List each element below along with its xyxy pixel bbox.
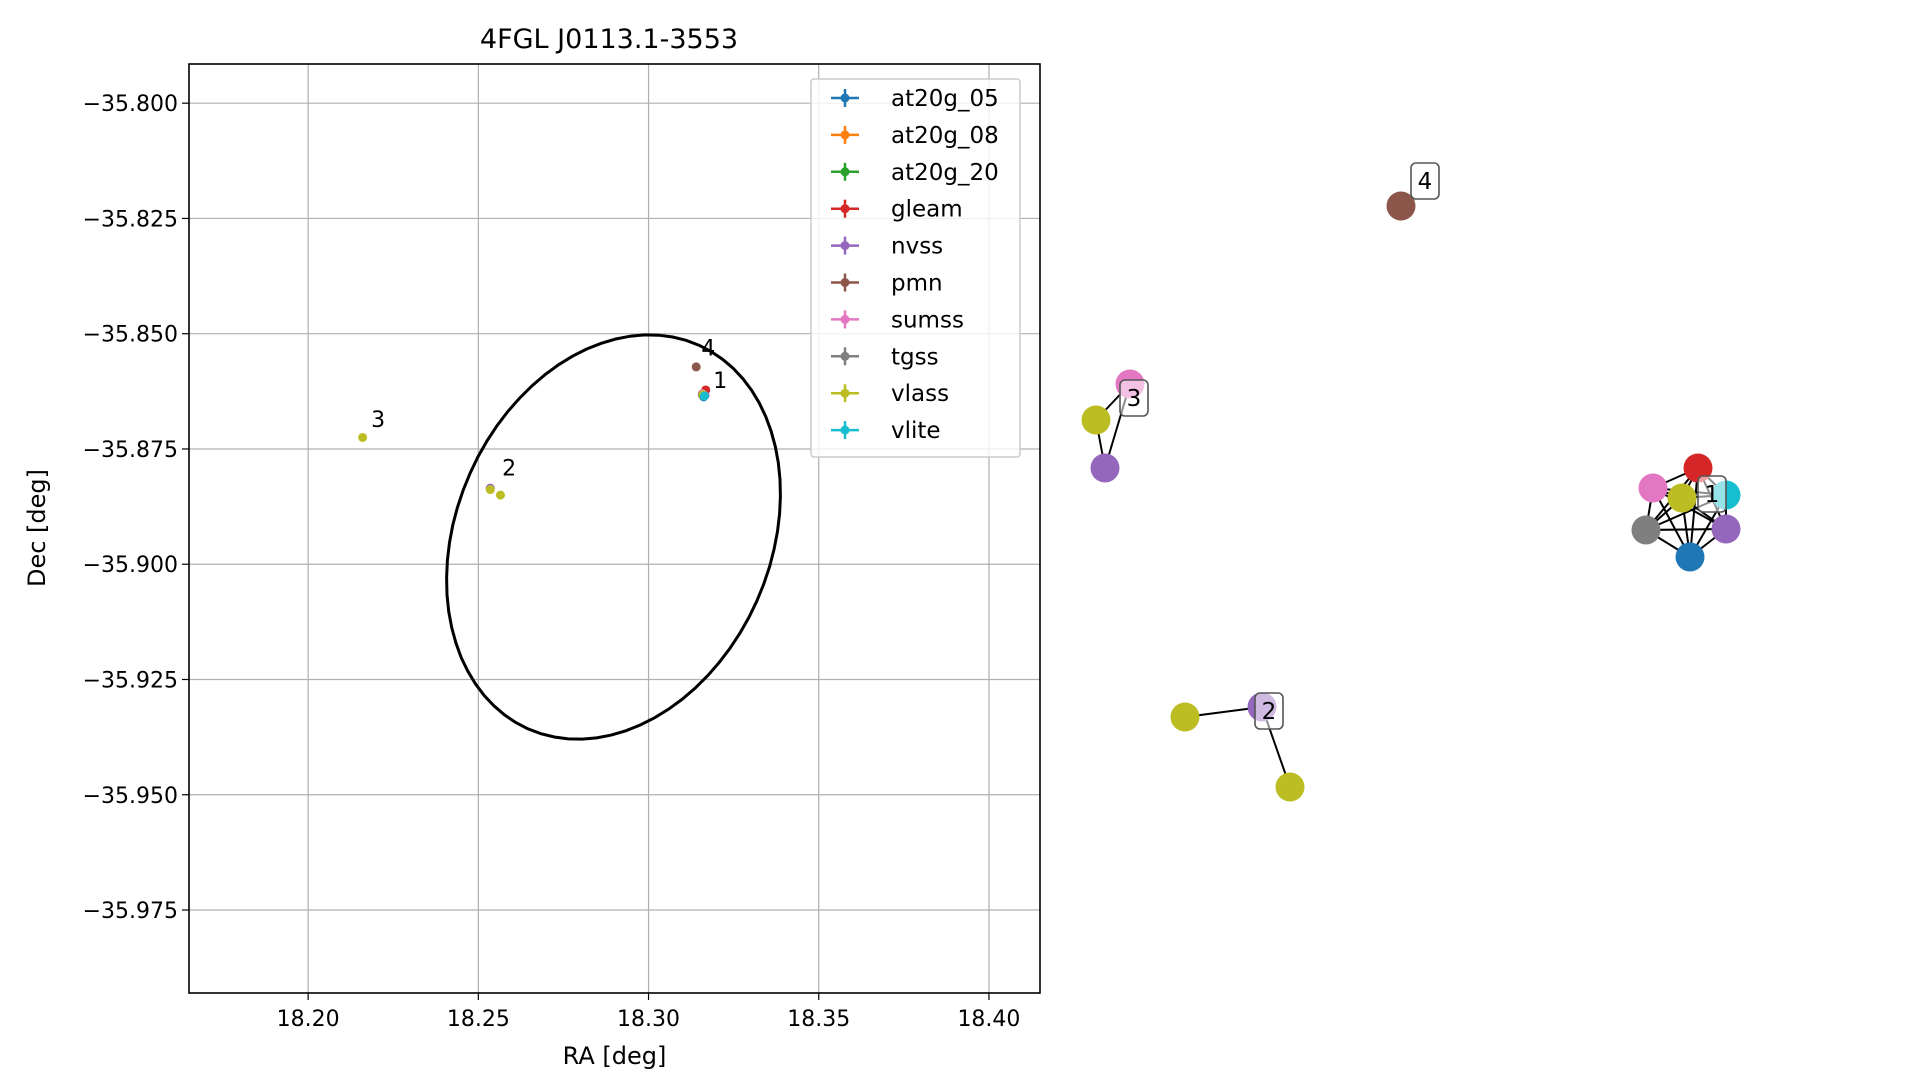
network-label-box bbox=[1410, 162, 1440, 200]
source-labels: 1 2 3 4 bbox=[371, 337, 727, 482]
legend-label: sumss bbox=[891, 307, 964, 333]
network-node-c1-at20g bbox=[1675, 542, 1705, 572]
marker bbox=[691, 362, 701, 372]
legend-entry-vlite: vlite bbox=[831, 418, 941, 444]
network-node-c1-vlass bbox=[1667, 483, 1697, 513]
legend-label: vlass bbox=[891, 381, 949, 407]
network-node-c1-tgss bbox=[1631, 515, 1661, 545]
legend-marker bbox=[840, 167, 850, 177]
legend-entry-at20g_20: at20g_20 bbox=[831, 160, 999, 186]
legend-label: at20g_08 bbox=[891, 123, 999, 149]
network-label-text: 4 bbox=[1418, 169, 1433, 195]
crossmatch-network: 1 2 3 4 bbox=[1081, 162, 1741, 802]
legend-marker bbox=[840, 204, 850, 214]
network-label-box bbox=[1119, 379, 1149, 417]
sky-position-chart: 4FGL J0113.1-3553 18.20 18.25 18.30 18.35 18… bbox=[23, 24, 1041, 1070]
legend-entry-gleam: gleam bbox=[831, 197, 963, 223]
data-point-vlass bbox=[485, 485, 495, 495]
network-labels: 1 2 3 4 bbox=[1119, 162, 1727, 730]
x-tick-label: 18.25 bbox=[447, 1007, 510, 1032]
network-label-2: 2 bbox=[1254, 692, 1284, 730]
network-label-box bbox=[1697, 475, 1727, 513]
legend-marker bbox=[840, 425, 850, 435]
network-node-c3-vlass bbox=[1081, 405, 1111, 435]
legend-label: tgss bbox=[891, 344, 939, 370]
y-tick-label: −35.925 bbox=[83, 668, 178, 693]
network-edge bbox=[1689, 467, 1699, 558]
source-label-4: 4 bbox=[701, 337, 715, 362]
data-point-vlass bbox=[495, 490, 505, 500]
y-tick-label: −35.825 bbox=[83, 207, 178, 232]
legend-label: pmn bbox=[891, 271, 943, 297]
y-tick-label: −35.950 bbox=[83, 784, 178, 809]
legend-marker bbox=[840, 241, 850, 251]
legend-entry-at20g_05: at20g_05 bbox=[831, 86, 999, 112]
y-tick-label: −35.800 bbox=[83, 92, 178, 117]
legend-label: at20g_05 bbox=[891, 86, 999, 112]
plot-frame bbox=[188, 63, 1041, 994]
localization-ellipse bbox=[445, 333, 782, 741]
network-node-c3-nvss bbox=[1090, 453, 1120, 483]
legend-label: nvss bbox=[891, 234, 943, 260]
legend-label: at20g_20 bbox=[891, 160, 999, 186]
legend-label: vlite bbox=[891, 418, 941, 444]
legend-entry-sumss: sumss bbox=[831, 307, 964, 333]
y-tick-label: −35.900 bbox=[83, 553, 178, 578]
y-axis-label: Dec [deg] bbox=[23, 469, 51, 587]
network-node-c4-pmn bbox=[1386, 191, 1416, 221]
x-tick-label: 18.30 bbox=[617, 1007, 680, 1032]
legend-entry-pmn: pmn bbox=[831, 271, 943, 297]
y-tick-label: −35.875 bbox=[83, 438, 178, 463]
x-tick-label: 18.20 bbox=[277, 1007, 340, 1032]
network-node-c2-vlass-b bbox=[1275, 772, 1305, 802]
legend-marker bbox=[840, 278, 850, 287]
network-node-c2-vlass-a bbox=[1170, 702, 1200, 732]
source-label-2: 2 bbox=[502, 456, 516, 481]
network-label-text: 2 bbox=[1262, 699, 1277, 725]
network-label-1: 1 bbox=[1697, 475, 1727, 513]
legend-entry-nvss: nvss bbox=[831, 234, 943, 260]
y-tick-label: −35.975 bbox=[83, 899, 178, 924]
network-label-3: 3 bbox=[1119, 379, 1149, 417]
marker bbox=[358, 432, 368, 442]
legend-marker bbox=[840, 130, 850, 140]
x-axis-label: RA [deg] bbox=[563, 1042, 667, 1070]
data-point-vlite bbox=[699, 391, 709, 401]
network-label-4: 4 bbox=[1410, 162, 1440, 200]
network-label-text: 3 bbox=[1127, 386, 1142, 412]
legend-marker bbox=[840, 351, 850, 361]
network-label-text: 1 bbox=[1705, 482, 1720, 508]
legend-entry-tgss: tgss bbox=[831, 344, 939, 370]
legend-marker bbox=[840, 314, 850, 324]
source-markers bbox=[358, 362, 711, 500]
legend-label: gleam bbox=[891, 197, 963, 223]
legend-entry-vlass: vlass bbox=[831, 381, 949, 407]
chart-title: 4FGL J0113.1-3553 bbox=[480, 24, 738, 55]
x-tick-label: 18.35 bbox=[787, 1007, 850, 1032]
data-point-pmn bbox=[691, 362, 701, 372]
legend-box bbox=[810, 78, 1021, 458]
legend-marker bbox=[840, 93, 850, 103]
y-axis-ticks: −35.800 −35.825 −35.850 −35.875 −35.900 −35.9… bbox=[83, 92, 189, 924]
network-node-c1-nvss bbox=[1711, 514, 1741, 544]
marker bbox=[699, 391, 709, 401]
x-axis-ticks: 18.20 18.25 18.30 18.35 18.40 bbox=[277, 993, 1020, 1032]
marker bbox=[485, 485, 495, 495]
legend-marker bbox=[840, 388, 850, 398]
x-tick-label: 18.40 bbox=[957, 1007, 1020, 1032]
network-node-c1-sumss bbox=[1638, 473, 1668, 503]
marker bbox=[495, 490, 505, 500]
y-tick-label: −35.850 bbox=[83, 323, 178, 348]
data-point-vlass bbox=[358, 432, 368, 442]
legend-entry-at20g_08: at20g_08 bbox=[831, 123, 999, 149]
source-label-1: 1 bbox=[713, 369, 727, 394]
source-label-3: 3 bbox=[371, 408, 385, 433]
network-label-box bbox=[1254, 692, 1284, 730]
